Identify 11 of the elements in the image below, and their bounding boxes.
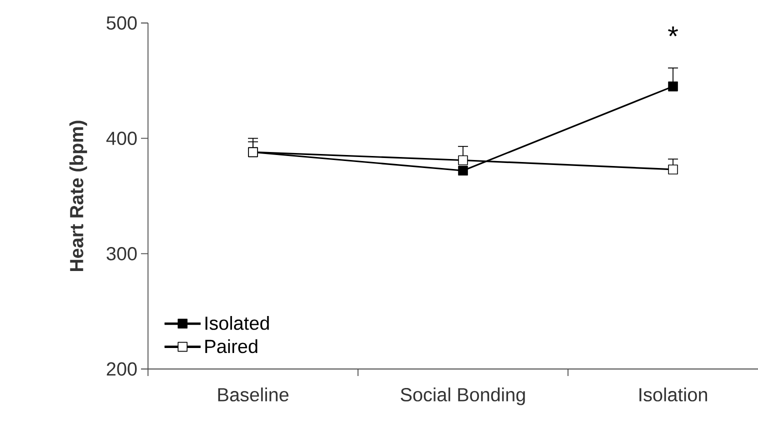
annotation: * xyxy=(668,26,678,36)
x-tick-label: Social Bonding xyxy=(400,388,525,406)
y-tick-label: 500 xyxy=(106,16,137,30)
y-axis-title: Heart Rate (bpm) xyxy=(69,120,88,271)
x-tick-label: Baseline xyxy=(218,388,288,402)
legend-label: Paired xyxy=(205,339,258,354)
legend-label: Isolated xyxy=(206,316,269,330)
x-tick-label: Isolation xyxy=(640,388,708,402)
y-tick-label: 400 xyxy=(106,132,137,146)
y-tick-label: 300 xyxy=(106,246,137,260)
y-tick-label: 200 xyxy=(106,362,137,376)
